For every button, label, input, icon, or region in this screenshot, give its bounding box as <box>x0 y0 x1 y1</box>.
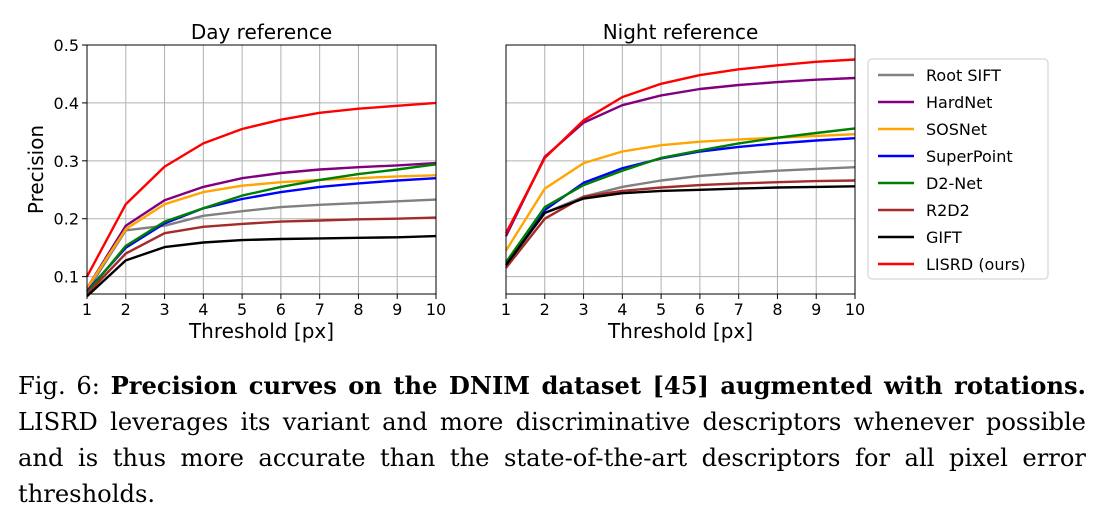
plot-frame <box>86 44 437 295</box>
legend-label-d2-net: D2-Net <box>926 174 982 193</box>
chart-title: Day reference <box>191 20 332 44</box>
legend-label-root-sift: Root SIFT <box>926 66 1001 85</box>
y-tick-label: 0.4 <box>54 94 79 113</box>
legend-label-hardnet: HardNet <box>926 93 992 112</box>
y-tick-label: 0.5 <box>54 36 79 55</box>
plot-frame <box>505 44 856 295</box>
x-tick-label: 10 <box>845 300 865 319</box>
y-axis-label: Precision <box>24 125 48 214</box>
caption-text: LISRD leverages its variant and more dis… <box>18 408 1086 508</box>
x-tick-label: 8 <box>353 300 363 319</box>
x-axis-label: Threshold [px] <box>188 319 334 343</box>
y-tick-label: 0.2 <box>54 210 79 229</box>
x-tick-label: 6 <box>695 300 705 319</box>
series-line-superpoint <box>505 137 856 266</box>
series-line-gift <box>505 185 856 266</box>
series-line-sosnet <box>85 174 437 289</box>
x-tick-label: 2 <box>121 300 131 319</box>
y-tick-label: 0.1 <box>54 268 79 287</box>
y-tick-label: 0.3 <box>54 152 79 171</box>
caption-label: Fig. 6: <box>18 372 100 400</box>
series-line-r2d2 <box>505 179 856 269</box>
x-axis-label: Threshold [px] <box>607 319 753 343</box>
legend-label-r2d2: R2D2 <box>926 201 970 220</box>
series-line-root-sift <box>85 198 437 292</box>
x-tick-label: 1 <box>82 300 92 319</box>
precision-figure: 1 2 3 4 5 6 7 8 9 10 0.1 0.2 0.3 0.4 0.5 Day reference T… <box>24 20 1049 343</box>
x-tick-label: 1 <box>501 300 511 319</box>
x-tick-label: 9 <box>392 300 402 319</box>
x-tick-label: 5 <box>237 300 247 319</box>
legend-label-sosnet: SOSNet <box>926 120 987 139</box>
x-tick-label: 4 <box>198 300 208 319</box>
day-reference-panel: 1 2 3 4 5 6 7 8 9 10 0.1 0.2 0.3 0.4 0.5 Day reference T… <box>24 20 446 343</box>
series-line-r2d2 <box>86 216 437 295</box>
legend-label-superpoint: SuperPoint <box>926 147 1013 166</box>
legend: Root SIFT HardNet SOSNet SuperPoint D2-Net R2… <box>867 58 1049 280</box>
x-tick-label: 8 <box>772 300 782 319</box>
series-line-superpoint <box>86 177 437 292</box>
series-line-d2-net <box>505 127 856 263</box>
x-tick-label: 6 <box>276 300 286 319</box>
x-tick-label: 3 <box>159 300 169 319</box>
series-line-d2-net <box>86 163 437 294</box>
series-line-lisrd-ours <box>85 101 437 278</box>
x-tick-label: 3 <box>578 300 588 319</box>
legend-label-gift: GIFT <box>926 228 962 247</box>
x-tick-label: 7 <box>315 300 325 319</box>
series-line-hardnet <box>85 161 437 289</box>
x-tick-label: 7 <box>734 300 744 319</box>
x-tick-label: 9 <box>811 300 821 319</box>
x-tick-label: 2 <box>540 300 550 319</box>
series-line-sosnet <box>504 133 856 252</box>
legend-label-lisrd-ours: LISRD (ours) <box>926 255 1026 274</box>
series-line-lisrd-ours <box>504 58 856 234</box>
figure-caption: Fig. 6: Precision curves on the DNIM dat… <box>18 368 1086 512</box>
x-tick-label: 5 <box>656 300 666 319</box>
legend-box <box>867 58 1049 280</box>
chart-title: Night reference <box>603 20 759 44</box>
caption-bold: Precision curves on the DNIM dataset [45… <box>110 371 1086 400</box>
series-line-gift <box>86 234 437 298</box>
x-tick-label: 4 <box>617 300 627 319</box>
x-tick-label: 10 <box>426 300 446 319</box>
night-reference-panel: 1 2 3 4 5 6 7 8 9 10 Night reference Threshold [px] <box>501 20 865 343</box>
